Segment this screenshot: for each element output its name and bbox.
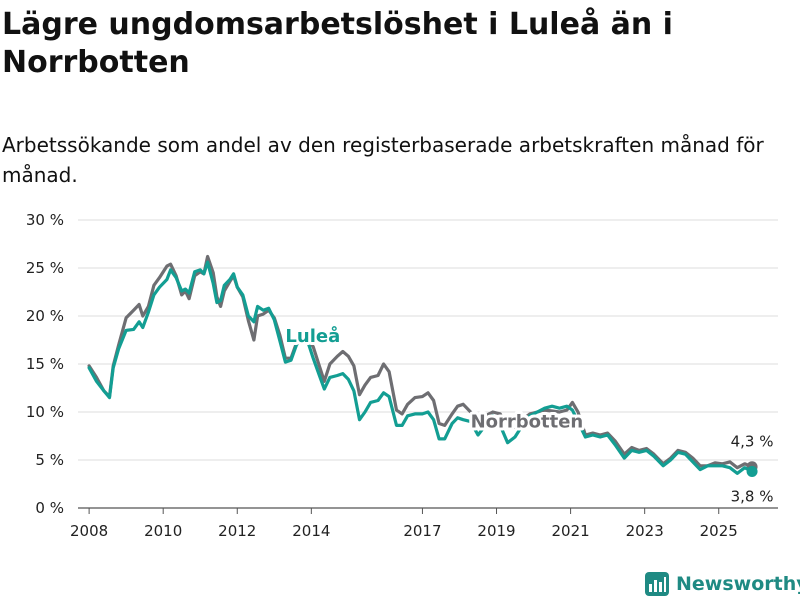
end-value-label-lulea: 3,8 % <box>731 488 774 506</box>
x-axis-ticks: 2008 2010 2012 2014 2017 2019 2021 2023 2025 <box>70 508 738 540</box>
series-line-norrbotten <box>87 254 754 470</box>
x-tick-label: 2014 <box>292 522 330 540</box>
y-axis-ticks: 0 % 5 % 10 % 15 % 20 % 25 % 30 % <box>26 211 64 517</box>
end-value-label-norrbotten: 4,3 % <box>731 433 774 451</box>
y-tick-label: 15 % <box>26 355 64 373</box>
series-label-norrbotten: Norrbotten <box>471 411 584 432</box>
x-tick-label: 2021 <box>551 522 589 540</box>
logo-text: Newsworthy <box>676 573 800 595</box>
bar-chart-badge-icon <box>645 572 669 596</box>
grid-lines <box>78 219 778 509</box>
y-tick-label: 5 % <box>35 451 64 469</box>
chart-subtitle: Arbetssökande som andel av den registerb… <box>2 133 764 187</box>
x-tick-label: 2025 <box>700 522 738 540</box>
end-marker-lulea <box>746 466 758 478</box>
newsworthy-logo[interactable]: Newsworthy <box>644 570 800 598</box>
y-tick-label: 30 % <box>26 211 64 229</box>
x-tick-label: 2012 <box>218 522 256 540</box>
y-tick-label: 10 % <box>26 403 64 421</box>
chart-title: Lägre ungdomsarbetslöshet i Luleå än i N… <box>2 7 673 80</box>
series-label-lulea: Luleå <box>285 325 340 347</box>
series-labels: Luleå Norrbotten 4,3 % 3,8 % <box>282 322 774 506</box>
x-tick-label: 2008 <box>70 522 108 540</box>
x-tick-label: 2010 <box>144 522 182 540</box>
y-tick-label: 20 % <box>26 307 64 325</box>
x-tick-label: 2023 <box>626 522 664 540</box>
series-line-lulea <box>87 260 754 475</box>
x-tick-label: 2019 <box>477 522 515 540</box>
series-lines <box>87 254 758 478</box>
y-tick-label: 0 % <box>35 499 64 517</box>
y-tick-label: 25 % <box>26 259 64 277</box>
x-tick-label: 2017 <box>403 522 441 540</box>
